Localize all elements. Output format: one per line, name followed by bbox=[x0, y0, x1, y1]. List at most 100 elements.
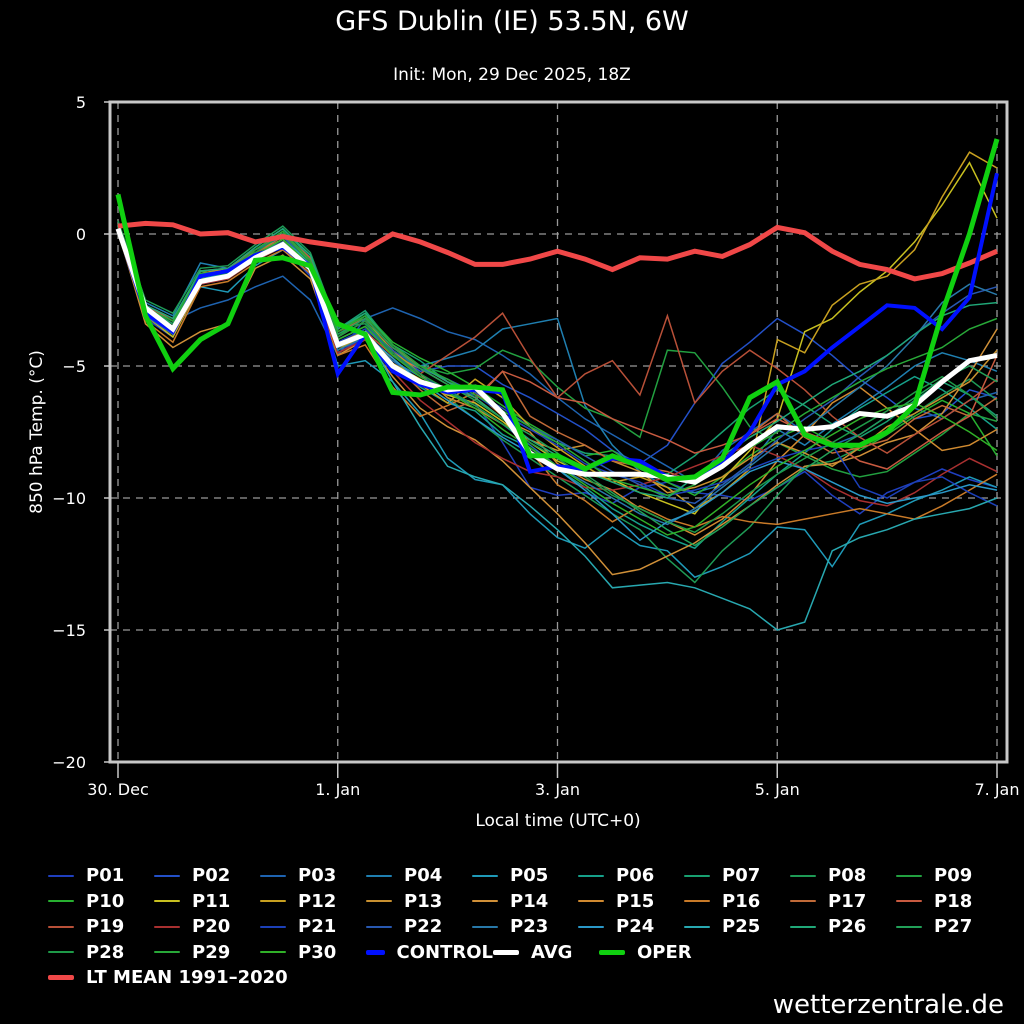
y-axis-label: 850 hPa Temp. (°C) bbox=[27, 350, 47, 514]
legend-swatch bbox=[48, 900, 74, 903]
legend-swatch bbox=[790, 925, 816, 928]
legend-label: CONTROL bbox=[396, 941, 494, 963]
legend-item-p17[interactable]: P17 bbox=[790, 891, 896, 912]
legend-label: LT MEAN 1991–2020 bbox=[86, 967, 288, 989]
legend-label: P28 bbox=[86, 941, 125, 963]
y-tick-label: −5 bbox=[62, 357, 86, 376]
legend-item-p05[interactable]: P05 bbox=[472, 865, 578, 886]
legend-swatch bbox=[896, 900, 922, 903]
legend-swatch bbox=[578, 874, 604, 877]
legend-swatch bbox=[896, 874, 922, 877]
legend-label: P01 bbox=[86, 865, 125, 887]
legend-label: P24 bbox=[616, 916, 655, 938]
legend-swatch bbox=[472, 900, 498, 903]
legend-label: P29 bbox=[192, 941, 231, 963]
legend-item-p12[interactable]: P12 bbox=[260, 891, 366, 912]
legend-item-p19[interactable]: P19 bbox=[48, 916, 154, 937]
legend-row: LT MEAN 1991–2020 bbox=[48, 965, 1008, 991]
legend-item-p13[interactable]: P13 bbox=[366, 891, 472, 912]
legend-item-p27[interactable]: P27 bbox=[896, 916, 1002, 937]
legend-label: P26 bbox=[828, 916, 867, 938]
series-line-avg bbox=[115, 227, 998, 485]
legend-swatch bbox=[896, 925, 922, 928]
y-tick-label: −10 bbox=[52, 489, 86, 508]
y-tick-label: −15 bbox=[52, 621, 86, 640]
legend-label: P13 bbox=[404, 890, 443, 912]
legend-item-p28[interactable]: P28 bbox=[48, 942, 154, 963]
legend-label: P10 bbox=[86, 890, 125, 912]
legend-item-p06[interactable]: P06 bbox=[578, 865, 684, 886]
legend-label: P03 bbox=[298, 865, 337, 887]
legend-item-p11[interactable]: P11 bbox=[154, 891, 260, 912]
y-tick-label: −20 bbox=[52, 753, 86, 772]
legend-swatch bbox=[260, 874, 286, 877]
legend-row: P28 P29 P30 CONTROL AVG OPER bbox=[48, 940, 1008, 966]
legend-item-p14[interactable]: P14 bbox=[472, 891, 578, 912]
legend-item-p25[interactable]: P25 bbox=[684, 916, 790, 937]
legend-item-p07[interactable]: P07 bbox=[684, 865, 790, 886]
legend-label: P19 bbox=[86, 916, 125, 938]
legend-label: P08 bbox=[828, 865, 867, 887]
legend-item-p03[interactable]: P03 bbox=[260, 865, 366, 886]
main-lines bbox=[115, 138, 1000, 485]
legend-item-p21[interactable]: P21 bbox=[260, 916, 366, 937]
legend-item-p10[interactable]: P10 bbox=[48, 891, 154, 912]
legend-label: P05 bbox=[510, 865, 549, 887]
series-line-oper bbox=[115, 138, 1000, 483]
y-tick-label: 5 bbox=[76, 93, 86, 112]
legend-label: P21 bbox=[298, 916, 337, 938]
legend-label: P25 bbox=[722, 916, 761, 938]
member-line-p14 bbox=[117, 231, 998, 576]
legend-label: AVG bbox=[531, 941, 573, 963]
legend-label: P23 bbox=[510, 916, 549, 938]
legend-item-p18[interactable]: P18 bbox=[896, 891, 1002, 912]
y-axis-ticks: 5 0 −5 −10 −15 −20 bbox=[52, 93, 110, 772]
legend-swatch bbox=[48, 874, 74, 877]
legend-label: OPER bbox=[637, 941, 692, 963]
chart-subtitle: Init: Mon, 29 Dec 2025, 18Z bbox=[393, 65, 631, 85]
legend-item-p09[interactable]: P09 bbox=[896, 865, 1002, 886]
legend-item-p16[interactable]: P16 bbox=[684, 891, 790, 912]
legend-label: P02 bbox=[192, 865, 231, 887]
legend-item-p08[interactable]: P08 bbox=[790, 865, 896, 886]
legend-swatch bbox=[472, 925, 498, 928]
legend-label: P12 bbox=[298, 890, 337, 912]
legend-swatch bbox=[366, 874, 392, 877]
legend-item-p26[interactable]: P26 bbox=[790, 916, 896, 937]
legend-item-lt-mean-1991-2020[interactable]: LT MEAN 1991–2020 bbox=[48, 967, 448, 988]
legend: P01 P02 P03 P04 P05 P06 P07 P08 P09 P10 P11 P12 P13 P… bbox=[48, 863, 1008, 991]
x-axis-label: Local time (UTC+0) bbox=[475, 811, 640, 831]
x-tick-label: 7. Jan bbox=[974, 780, 1019, 799]
legend-item-p04[interactable]: P04 bbox=[366, 865, 472, 886]
y-tick-label: 0 bbox=[76, 225, 86, 244]
legend-label: P20 bbox=[192, 916, 231, 938]
member-line-p17 bbox=[117, 231, 998, 484]
legend-item-oper[interactable]: OPER bbox=[599, 942, 705, 963]
legend-item-control[interactable]: CONTROL bbox=[366, 942, 493, 963]
credit-text: wetterzentrale.de bbox=[772, 990, 1004, 1020]
member-line-p29 bbox=[117, 225, 998, 497]
legend-item-p30[interactable]: P30 bbox=[260, 942, 366, 963]
legend-item-p02[interactable]: P02 bbox=[154, 865, 260, 886]
legend-swatch bbox=[260, 900, 286, 903]
legend-swatch bbox=[578, 925, 604, 928]
legend-item-p15[interactable]: P15 bbox=[578, 891, 684, 912]
legend-swatch bbox=[154, 874, 180, 877]
legend-item-p24[interactable]: P24 bbox=[578, 916, 684, 937]
legend-label: P06 bbox=[616, 865, 655, 887]
legend-swatch bbox=[790, 874, 816, 877]
legend-swatch bbox=[48, 951, 74, 954]
legend-item-avg[interactable]: AVG bbox=[493, 942, 599, 963]
legend-item-p29[interactable]: P29 bbox=[154, 942, 260, 963]
legend-item-p23[interactable]: P23 bbox=[472, 916, 578, 937]
legend-label: P14 bbox=[510, 890, 549, 912]
member-line-p22 bbox=[117, 225, 998, 505]
legend-item-p20[interactable]: P20 bbox=[154, 916, 260, 937]
legend-row: P10 P11 P12 P13 P14 P15 P16 P17 P18 bbox=[48, 889, 1008, 915]
legend-swatch bbox=[684, 900, 710, 903]
plot-frame bbox=[108, 100, 1009, 764]
legend-item-p22[interactable]: P22 bbox=[366, 916, 472, 937]
legend-label: P27 bbox=[934, 916, 973, 938]
legend-item-p01[interactable]: P01 bbox=[48, 865, 154, 886]
